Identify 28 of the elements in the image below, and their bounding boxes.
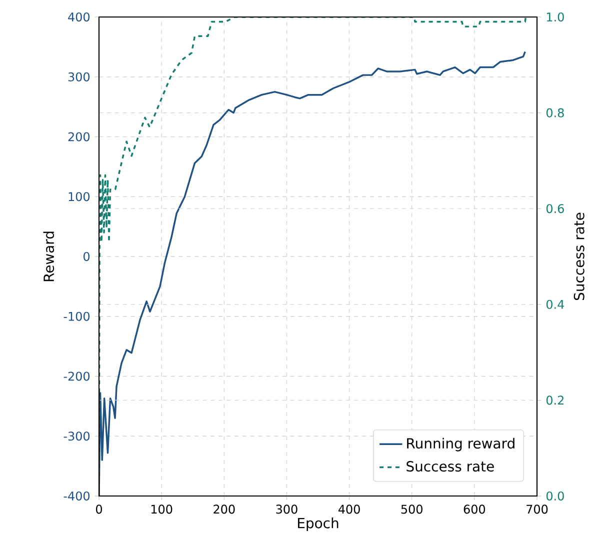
- y2-axis-title: Success rate: [574, 212, 584, 300]
- x-tick-label: 400: [338, 504, 360, 514]
- x-axis-title: Epoch: [298, 518, 338, 532]
- x-tick-label: 0: [96, 504, 102, 514]
- y-tick-label: 200: [68, 132, 90, 142]
- y2-tick-label: 0.0: [546, 491, 564, 501]
- x-tick-label: 700: [526, 504, 548, 514]
- legend-label: Running reward: [407, 438, 514, 452]
- legend-label: Success rate: [406, 461, 494, 472]
- y-tick-label: -100: [64, 312, 90, 321]
- y-tick-label: -300: [64, 432, 90, 441]
- y-tick-label: 300: [68, 72, 90, 82]
- y2-tick-label: 0.6: [546, 204, 564, 214]
- y-axis-title: Reward: [43, 232, 54, 282]
- y2-tick-label: 1.0: [546, 12, 564, 22]
- x-tick-label: 300: [276, 504, 298, 514]
- y2-tick-label: 0.4: [546, 300, 564, 309]
- x-tick-label: 600: [464, 504, 486, 514]
- x-tick-label: 100: [151, 504, 172, 514]
- y-tick-label: 400: [68, 12, 90, 22]
- y-tick-label: -200: [64, 372, 90, 381]
- y-tick-label: 100: [68, 192, 90, 202]
- y2-tick-label: 0.8: [546, 108, 564, 118]
- y2-tick-label: 0.2: [546, 396, 564, 405]
- x-tick-label: 500: [401, 504, 422, 514]
- y-tick-label: 0: [84, 252, 90, 262]
- x-tick-label: 200: [214, 504, 235, 514]
- y-tick-label: -400: [64, 491, 90, 501]
